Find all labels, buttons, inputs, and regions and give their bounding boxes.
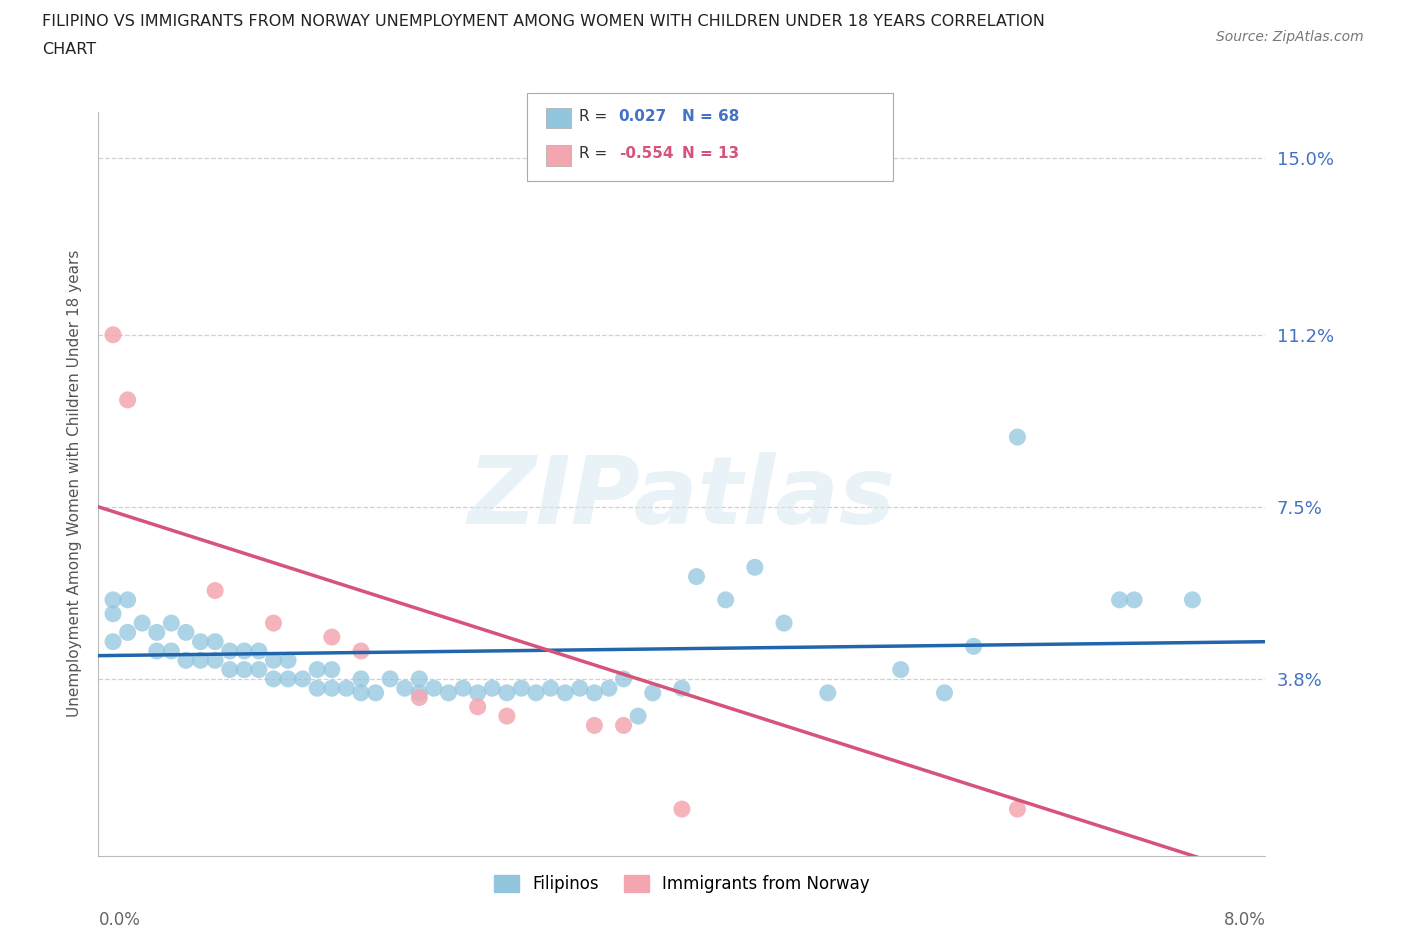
Text: R =: R =: [579, 109, 607, 124]
Legend: Filipinos, Immigrants from Norway: Filipinos, Immigrants from Norway: [488, 868, 876, 899]
Y-axis label: Unemployment Among Women with Children Under 18 years: Unemployment Among Women with Children U…: [66, 250, 82, 717]
Point: [117, 625, 139, 640]
Point: [218, 644, 240, 658]
Point: [583, 685, 606, 700]
Text: ZIPatlas: ZIPatlas: [468, 453, 896, 544]
Point: [364, 685, 387, 700]
Point: [350, 685, 373, 700]
Point: [817, 685, 839, 700]
Text: 0.027: 0.027: [619, 109, 666, 124]
Point: [583, 718, 606, 733]
Point: [714, 592, 737, 607]
Text: N = 13: N = 13: [682, 146, 740, 161]
Point: [612, 718, 634, 733]
Point: [101, 634, 124, 649]
Point: [568, 681, 591, 696]
Point: [962, 639, 984, 654]
Point: [101, 592, 124, 607]
Text: R =: R =: [579, 146, 607, 161]
Point: [321, 681, 343, 696]
Point: [146, 625, 169, 640]
Point: [744, 560, 766, 575]
Point: [247, 662, 270, 677]
Point: [540, 681, 562, 696]
Point: [408, 671, 430, 686]
Point: [277, 671, 299, 686]
Point: [408, 690, 430, 705]
Point: [335, 681, 357, 696]
Point: [671, 681, 693, 696]
Point: [247, 644, 270, 658]
Text: 0.0%: 0.0%: [98, 911, 141, 929]
Point: [204, 653, 226, 668]
Point: [233, 644, 256, 658]
Point: [204, 583, 226, 598]
Point: [160, 644, 183, 658]
Point: [262, 671, 284, 686]
Point: [307, 681, 329, 696]
Point: [277, 653, 299, 668]
Point: [146, 644, 169, 658]
Point: [773, 616, 796, 631]
Point: [437, 685, 460, 700]
Point: [160, 616, 183, 631]
Text: N = 68: N = 68: [682, 109, 740, 124]
Point: [117, 392, 139, 407]
Point: [380, 671, 402, 686]
Point: [218, 662, 240, 677]
Text: CHART: CHART: [42, 42, 96, 57]
Text: 8.0%: 8.0%: [1223, 911, 1265, 929]
Point: [350, 671, 373, 686]
Point: [612, 671, 634, 686]
Text: -0.554: -0.554: [619, 146, 673, 161]
Point: [350, 644, 373, 658]
Point: [190, 653, 212, 668]
Point: [1123, 592, 1146, 607]
Point: [1181, 592, 1204, 607]
Point: [641, 685, 664, 700]
Text: FILIPINO VS IMMIGRANTS FROM NORWAY UNEMPLOYMENT AMONG WOMEN WITH CHILDREN UNDER : FILIPINO VS IMMIGRANTS FROM NORWAY UNEMP…: [42, 14, 1045, 29]
Point: [481, 681, 503, 696]
Point: [1007, 430, 1029, 445]
Point: [101, 606, 124, 621]
Point: [467, 685, 489, 700]
Point: [496, 709, 519, 724]
Point: [131, 616, 153, 631]
Point: [174, 625, 197, 640]
Point: [598, 681, 620, 696]
Point: [204, 634, 226, 649]
Point: [394, 681, 416, 696]
Point: [524, 685, 547, 700]
Point: [496, 685, 519, 700]
Point: [307, 662, 329, 677]
Point: [408, 685, 430, 700]
Text: Source: ZipAtlas.com: Source: ZipAtlas.com: [1216, 30, 1364, 44]
Point: [117, 592, 139, 607]
Point: [262, 616, 284, 631]
Point: [423, 681, 446, 696]
Point: [627, 709, 650, 724]
Point: [1108, 592, 1130, 607]
Point: [510, 681, 533, 696]
Point: [321, 662, 343, 677]
Point: [671, 802, 693, 817]
Point: [467, 699, 489, 714]
Point: [451, 681, 474, 696]
Point: [890, 662, 912, 677]
Point: [174, 653, 197, 668]
Point: [934, 685, 956, 700]
Point: [233, 662, 256, 677]
Point: [101, 327, 124, 342]
Point: [685, 569, 707, 584]
Point: [262, 653, 284, 668]
Point: [190, 634, 212, 649]
Point: [554, 685, 576, 700]
Point: [321, 630, 343, 644]
Point: [291, 671, 314, 686]
Point: [1007, 802, 1029, 817]
